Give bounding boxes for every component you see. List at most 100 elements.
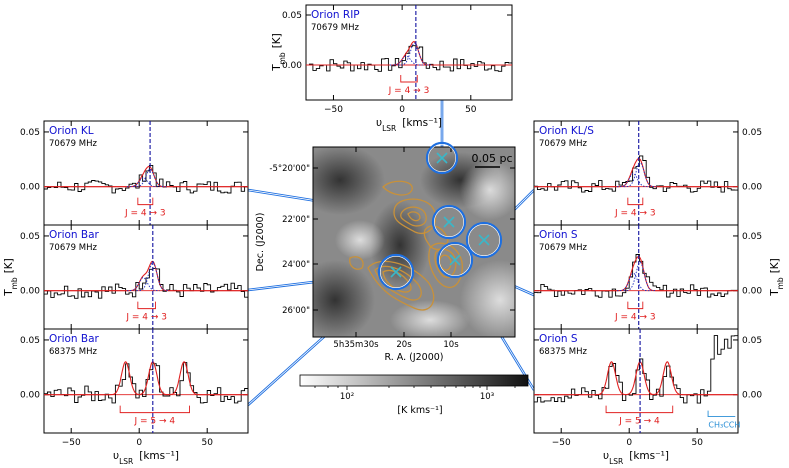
spectrum-component [136,261,170,292]
colorbar-tick: 10³ [480,392,494,402]
colorbar-label: [K kms⁻¹] [397,405,442,416]
y-tick-label: 0.05 [742,232,762,242]
y-tick-label: 0.00 [282,61,302,71]
spectrum-data [534,254,739,298]
region-marker [390,266,402,278]
x-tick-label: 50 [691,438,703,448]
y-tick-label: 0.05 [20,336,40,346]
cch-label: CH₃CCH [708,421,740,430]
region-marker [443,216,455,228]
x-tick-label: 50 [465,105,477,115]
panel-frame [43,224,249,330]
transition-bracket [627,197,644,206]
spectrum-data [534,335,739,404]
x-tick-label: −50 [552,438,571,448]
spectrum-component [127,177,160,188]
x-tick-label: 50 [201,438,213,448]
map-y-tick: 26'00" [282,306,310,316]
spectrum-fit [44,260,248,292]
region-circle-inner [427,144,456,173]
colorbar-tick: 10² [340,392,354,402]
transition-label: J = 4 → 3 [388,86,430,96]
map-y-tick: 24'00" [282,260,310,270]
spectrum-data [306,45,513,72]
spectrum-fit [534,157,738,188]
region-circle [465,221,503,259]
spectrum-component [623,162,657,188]
y-axis-label-right: Tmb[K] [769,258,785,297]
y-tick-label: 0.00 [20,391,40,401]
transition-label: J = 5 → 4 [618,417,660,427]
y-axis-label-top: Tmb[K] [271,33,287,72]
colorbar: 10² 10³ [K kms⁻¹] [299,374,529,416]
spectrum-component [398,42,431,66]
cch-bracket [707,410,736,418]
spectrum-component [623,261,657,292]
transition-bracket [400,75,418,83]
x-tick-label: −50 [324,105,343,115]
transition-label: J = 4 → 3 [125,313,167,323]
y-tick-label: 0.00 [742,183,762,193]
x-tick-label: 0 [136,438,142,448]
y-tick-label: 0.00 [20,183,40,193]
y-tick-label: 0.00 [742,287,762,297]
panel-frequency: 68375 MHz [539,347,587,357]
panel-title: Orion S [539,229,578,241]
region-circle [425,141,459,175]
transition-bracket [119,405,190,414]
transition-bracket [137,197,154,206]
region-marker [449,254,461,266]
map-x-tick: 5h35m30s [333,340,379,350]
transition-label: J = 4 → 3 [614,313,656,323]
region-circle-inner [433,207,464,238]
spectrum-fit [534,256,738,292]
panel-title: Orion KL/S [539,125,594,137]
y-tick-label: 0.05 [20,128,40,138]
map-x-tick: 10s [443,340,459,350]
panel-frequency: 70679 MHz [49,139,97,149]
spectrum-panel: 0.05 0.00 J = 4 → 3 Orion KL 70679 MHz [20,120,249,226]
spectrum-component [389,55,423,66]
spectrum-panels: 0.05 0.00 −50 0 50 υLSR [kms⁻¹] J = 4 → 3 Orion … [3,4,785,466]
x-axis-label: υLSR [kms⁻¹] [376,117,442,133]
panel-frequency: 70679 MHz [539,139,587,149]
spectrum-panel: 0.05 0.00 −50 0 50 υLSR [kms⁻¹] J = 4 → 3 Orion … [282,4,513,133]
panel-frequency: 70679 MHz [539,243,587,253]
spectrum-panel: 0.05 0.00 J = 4 → 3 Orion KL/S 70679 MHz [533,120,762,226]
x-tick-label: 0 [626,438,632,448]
transition-label: J = 4 → 3 [124,209,166,219]
map-y-tick: -5°20'00" [269,164,310,174]
spectrum-fit [44,165,248,188]
spectrum-component [617,173,650,188]
y-axis-label-left: Tmb[K] [3,258,19,297]
y-tick-label: 0.00 [742,391,762,401]
transition-bracket [627,301,644,310]
panel-title: Orion S [539,333,578,345]
map-x-axis-label: R. A. (J2000) [384,352,443,363]
panel-frequency: 68375 MHz [49,347,97,357]
spectrum-panel: 0.05 0.00 J = 4 → 3 Orion S 70679 MHz [533,224,762,330]
map-x-tick: 20s [396,340,412,350]
panel-title: Orion KL [49,125,94,137]
transition-bracket [137,301,156,310]
spectrum-fit [44,361,248,396]
region-markers [377,141,503,291]
transition-label: J = 5 → 4 [134,417,176,427]
panel-frame [533,120,739,226]
panel-title: Orion Bar [49,333,100,345]
y-tick-label: 0.05 [282,11,302,21]
region-circle [436,241,474,279]
panel-frequency: 70679 MHz [49,243,97,253]
y-tick-label: 0.00 [20,287,40,297]
spectrum-panel: 0.05 0.00 −50 0 50 υLSR [kms⁻¹] J = 5 → 4 Orion … [20,328,249,466]
transition-label: J = 4 → 3 [614,209,656,219]
spectrum-fit [534,361,738,396]
region-marker [436,152,448,164]
region-circle-inner [379,255,412,288]
spectrum-data [44,164,249,194]
scalebar-label: 0.05 pc [471,152,512,165]
x-tick-label: 0 [399,105,405,115]
spectrum-panel: 0.05 0.00 J = 4 → 3 Orion Bar 70679 MHz [20,224,249,330]
x-axis-label: υLSR [kms⁻¹] [113,450,179,466]
